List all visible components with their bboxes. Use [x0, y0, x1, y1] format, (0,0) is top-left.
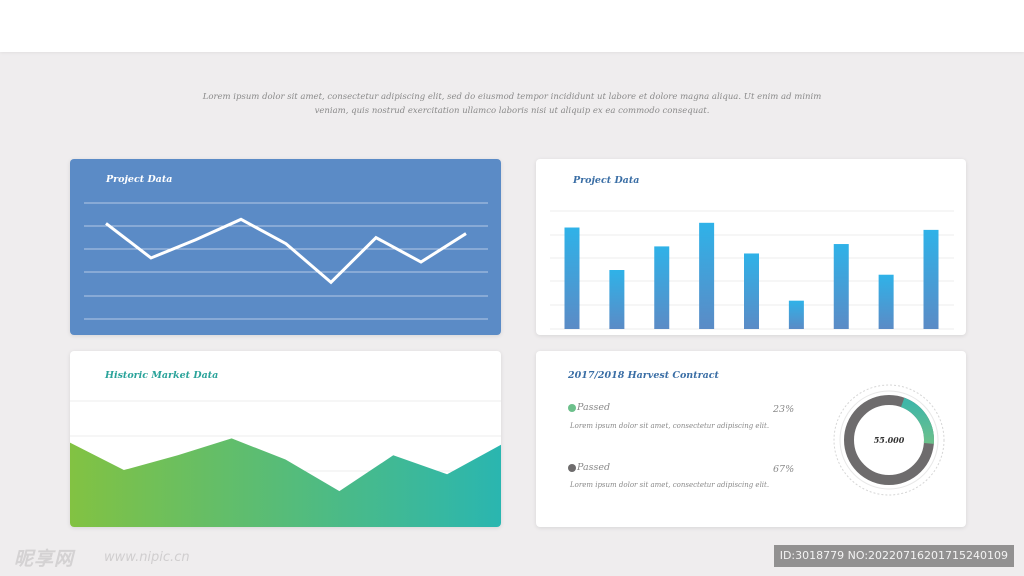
bar-chart-card: Project Data [536, 159, 966, 335]
bar-8 [878, 274, 894, 329]
area-series [70, 438, 501, 527]
donut-chart-card: 2017/2018 Harvest Contract Passed Lorem … [536, 351, 966, 527]
legend-dot-passed-2 [568, 464, 576, 472]
intro-text: Lorem ipsum dolor sit amet, consectetur … [202, 92, 822, 116]
area-chart [70, 400, 501, 527]
donut-outer-dashed-ring [833, 384, 945, 496]
watermark-url: www.nipic.cn [104, 550, 190, 565]
line-chart [84, 202, 488, 320]
bar-chart [550, 210, 954, 330]
legend-label-1: Passed [577, 402, 611, 413]
bar-3 [654, 246, 670, 329]
bar-2 [609, 270, 625, 329]
bar-chart-title: Project Data [573, 175, 640, 186]
bar-9 [923, 229, 939, 329]
donut-accent-arc [900, 397, 934, 444]
area-chart-card: Historic Market Data [70, 351, 501, 527]
bar-5 [744, 253, 759, 329]
line-series [105, 217, 467, 285]
legend-pct-2: 67% [773, 464, 795, 475]
donut-outer-thin-ring [839, 390, 939, 490]
top-bar [0, 0, 1024, 52]
watermark-id: ID:3018779 NO:20220716201715240109 [773, 545, 1014, 567]
line-chart-card: Project Data [70, 159, 501, 335]
legend-pct-1: 23% [773, 404, 795, 415]
bar-4 [699, 222, 715, 329]
watermark-site: 昵享网 [14, 548, 75, 570]
bar-1 [564, 227, 580, 329]
donut-chart: 55.000 [833, 384, 945, 496]
area-chart-title: Historic Market Data [105, 370, 219, 381]
donut-chart-title: 2017/2018 Harvest Contract [568, 370, 719, 381]
legend-desc-2: Lorem ipsum dolor sit amet, consectetur … [570, 481, 770, 489]
legend-desc-1: Lorem ipsum dolor sit amet, consectetur … [570, 422, 770, 430]
donut-center-label: 55.000 [874, 435, 905, 445]
legend-label-2: Passed [577, 462, 611, 473]
bar-6 [788, 300, 804, 329]
line-chart-title: Project Data [106, 174, 173, 185]
bar-7 [833, 244, 849, 329]
legend-dot-passed-1 [568, 404, 576, 412]
